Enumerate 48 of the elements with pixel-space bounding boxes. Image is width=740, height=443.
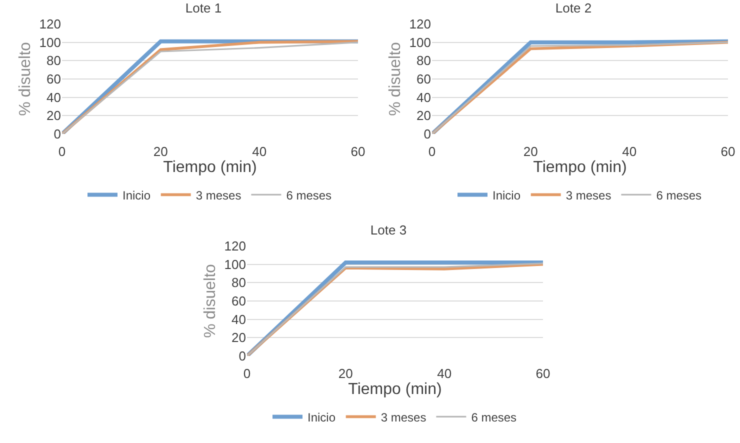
y-tick-label: 100 [224, 256, 246, 272]
x-tick-label: 20 [153, 144, 168, 159]
y-tick-label: 0 [54, 126, 61, 142]
y-tick-label: 120 [409, 16, 431, 32]
y-tick-label: 80 [232, 275, 246, 290]
x-axis-title: Tiempo (min) [348, 381, 442, 398]
x-tick-label: 60 [720, 144, 736, 159]
y-tick-label: 0 [238, 348, 246, 364]
chart-title: Lote 1 [185, 0, 222, 16]
x-tick-label: 40 [252, 144, 267, 159]
y-axis-title: % disuelto [202, 264, 220, 338]
y-tick-label: 0 [424, 126, 431, 142]
x-tick-label: 60 [536, 366, 550, 381]
y-tick-label: 20 [416, 108, 431, 124]
y-tick-label: 80 [416, 53, 431, 68]
y-tick-label: 120 [39, 16, 61, 32]
y-tick-label: 40 [232, 312, 246, 327]
y-tick-label: 20 [232, 330, 246, 346]
legend-label: Inicio [308, 410, 336, 424]
x-tick-label: 20 [523, 144, 538, 159]
y-tick-label: 120 [224, 238, 246, 254]
y-tick-label: 40 [46, 90, 61, 105]
x-axis-title: Tiempo (min) [163, 159, 257, 176]
chart-title: Lote 3 [370, 222, 407, 238]
legend-label: 6 meses [656, 188, 702, 202]
y-tick-label: 100 [39, 34, 61, 50]
x-tick-label: 40 [622, 144, 637, 159]
y-tick-label: 60 [416, 72, 431, 87]
legend-label: 6 meses [471, 410, 517, 424]
y-tick-label: 100 [409, 34, 431, 50]
y-tick-label: 20 [46, 108, 61, 124]
x-tick-label: 20 [338, 366, 353, 381]
x-tick-label: 40 [437, 366, 452, 381]
y-tick-label: 60 [232, 294, 246, 309]
x-axis-title: Tiempo (min) [533, 159, 627, 176]
chart-title: Lote 2 [555, 0, 592, 16]
x-tick-label: 60 [350, 144, 366, 159]
legend-label: Inicio [122, 188, 151, 202]
legend-label: 3 meses [566, 188, 612, 202]
y-axis-title: % disuelto [387, 42, 404, 116]
legend-label: Inicio [492, 188, 521, 202]
legend-label: 6 meses [286, 188, 332, 202]
y-tick-label: 60 [46, 72, 61, 87]
y-tick-label: 40 [416, 90, 431, 105]
y-axis-title: % disuelto [17, 42, 34, 116]
legend-label: 3 meses [196, 188, 242, 202]
y-tick-label: 80 [46, 53, 61, 68]
legend-label: 3 meses [380, 410, 426, 424]
